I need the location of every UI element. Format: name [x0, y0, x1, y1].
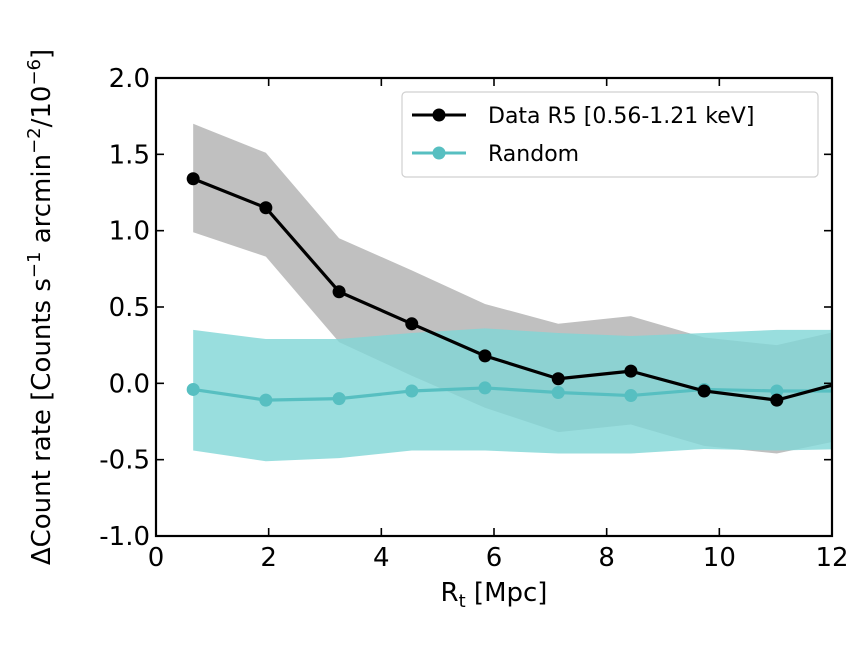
legend-label-random: Random — [488, 142, 579, 167]
x-tick-label: 4 — [373, 543, 390, 573]
band-random — [193, 328, 832, 462]
legend-label-data: Data R5 [0.56-1.21 keV] — [488, 104, 754, 129]
x-tick-label: 8 — [598, 543, 615, 573]
uncertainty-bands — [193, 123, 832, 462]
legend-marker-random — [432, 146, 446, 160]
point-random — [186, 382, 200, 396]
legend-marker-data — [432, 108, 446, 122]
point-data — [186, 172, 200, 186]
x-tick-label: 10 — [703, 543, 736, 573]
legend: Data R5 [0.56-1.21 keV] Random — [401, 91, 819, 178]
point-random — [332, 392, 346, 406]
y-tick-label: 1.0 — [109, 217, 150, 247]
y-tick-label: 0.0 — [109, 369, 150, 399]
line-random — [192, 386, 832, 402]
point-data — [551, 372, 565, 386]
point-random — [770, 384, 784, 398]
x-tick-label: 0 — [148, 543, 165, 573]
point-data — [405, 317, 419, 331]
point-data — [624, 364, 638, 378]
point-data — [259, 201, 273, 215]
point-data — [770, 393, 784, 407]
point-data — [844, 374, 857, 387]
y-tick-label: 2.0 — [109, 64, 150, 94]
legend-entry-data: Data R5 [0.56-1.21 keV] — [412, 104, 754, 129]
point-random — [624, 389, 638, 403]
point-data — [478, 349, 492, 363]
x-tick-label: 12 — [815, 543, 848, 573]
point-random — [259, 393, 273, 407]
y-tick-label: -1.0 — [99, 522, 150, 552]
y-tick-label: 0.5 — [109, 293, 150, 323]
legend-frame — [401, 91, 819, 178]
ticks: 0 2 4 6 8 10 12 2.0 1.5 1.0 0.5 0.0 -0.5 -1.0 — [99, 64, 848, 573]
point-random — [844, 384, 857, 397]
x-tick-label: 2 — [260, 543, 277, 573]
legend-entry-random: Random — [412, 142, 579, 167]
point-random — [551, 385, 565, 399]
y-tick-label: 1.5 — [109, 140, 150, 170]
point-random — [478, 381, 492, 395]
point-data — [697, 384, 711, 398]
line-data — [192, 177, 832, 402]
y-tick-label: -0.5 — [99, 446, 150, 476]
x-tick-label: 6 — [486, 543, 503, 573]
y-axis-label: ΔCount rate [Counts s−1 arcmin−2/10−6] — [24, 49, 57, 565]
point-data — [332, 285, 346, 299]
x-axis-label: Rt [Mpc] — [441, 578, 548, 612]
point-random — [405, 384, 419, 398]
series-lines — [186, 172, 857, 407]
